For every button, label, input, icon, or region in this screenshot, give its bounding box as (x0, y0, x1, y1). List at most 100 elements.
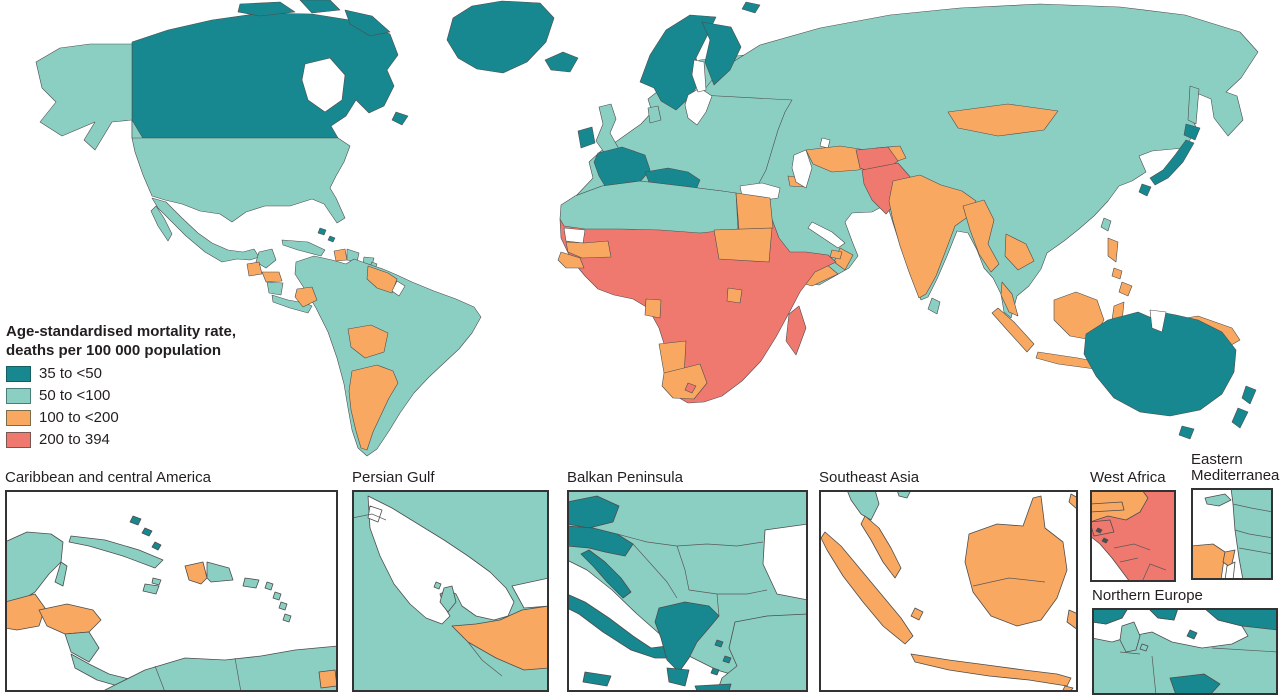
country-denmark (647, 105, 662, 124)
panel-balkan-map (567, 490, 808, 692)
hokkaido (1183, 123, 1201, 141)
antilles (278, 601, 288, 611)
taiwan (1100, 217, 1112, 232)
border-lebanon-israel (1234, 529, 1273, 539)
legend-swatch-0 (6, 365, 31, 382)
persian-gulf-water (367, 495, 515, 625)
danish-island (1139, 643, 1149, 652)
yucatan-mexico (5, 531, 64, 603)
border-malaysia-indonesia (972, 577, 1046, 587)
philippines (1111, 267, 1123, 280)
philippines (1107, 237, 1119, 263)
country-finland (701, 21, 742, 86)
adriatic-ionian-sea (567, 559, 808, 692)
sulawesi-edge (1066, 609, 1078, 631)
border-danube (688, 589, 768, 595)
panel-eastern-mediterranean-map (1191, 488, 1273, 580)
haiti (184, 561, 208, 585)
aegean-island (714, 639, 724, 648)
gulf-of-bothnia (691, 59, 707, 93)
malay-peninsula (1000, 281, 1019, 317)
svalbard (741, 1, 761, 14)
panel-southeast-asia: Southeast Asia (819, 470, 1078, 692)
border-bulgaria-greece (716, 593, 720, 617)
border-syria (1232, 503, 1273, 513)
panel-west-africa-map (1090, 490, 1176, 582)
new-zealand-north (1241, 385, 1257, 405)
legend-title-line2: deaths per 100 000 population (6, 342, 222, 359)
sweden (1147, 608, 1179, 621)
country-bolivia (347, 324, 389, 359)
arctic-island (299, 0, 341, 14)
map-shape (567, 490, 808, 692)
country-mongolia (947, 103, 1059, 137)
panel-eastern-mediterranean: Eastern Mediterranean (1191, 452, 1280, 580)
country-india (888, 174, 977, 299)
country-gabon (644, 298, 662, 319)
panel-persian-gulf: Persian Gulf (352, 470, 549, 692)
sumatra (820, 531, 914, 645)
legend-label-3: 200 to 394 (39, 430, 110, 448)
legend-title-line1: Age-standardised mortality rate, (6, 323, 237, 340)
sumatra (991, 307, 1035, 353)
atlantic (1090, 535, 1131, 582)
map-shape (1090, 490, 1176, 582)
belize (54, 561, 68, 587)
malay-peninsula (860, 515, 902, 579)
arctic-island (237, 1, 296, 17)
country-australia (1083, 311, 1237, 417)
border-liberia (1141, 563, 1167, 582)
slovenia-croatia (567, 525, 634, 557)
cayman (151, 577, 162, 586)
bahrain (433, 581, 442, 590)
austria (567, 495, 620, 529)
legend-swatch-2 (6, 409, 31, 426)
guinea-bissau (1090, 519, 1115, 537)
bahamas (151, 541, 162, 551)
country-guatemala (246, 261, 263, 277)
country-sri-lanka (927, 297, 941, 315)
uae-oman (451, 605, 549, 671)
trinidad (318, 669, 338, 689)
puerto-rico (242, 577, 260, 589)
border-guinea (1113, 543, 1151, 551)
finland-sweden-east (1203, 608, 1278, 631)
bahamas (317, 227, 327, 236)
panel-southeast-asia-map (819, 490, 1078, 692)
nicaragua (64, 631, 100, 663)
greece (654, 601, 720, 673)
country-senegal (557, 251, 585, 269)
map-shape (1191, 488, 1273, 580)
panel-caribbean-map (5, 490, 338, 692)
coast-islet (1101, 537, 1109, 544)
country-ireland (577, 126, 596, 149)
sicily (582, 671, 612, 687)
border-denmark-germany (1119, 651, 1141, 655)
country-iceland (544, 51, 579, 73)
state-alaska (35, 43, 133, 151)
croatia-coast (580, 549, 632, 599)
denmark (1119, 621, 1141, 653)
kuwait (367, 505, 383, 523)
aegean-island (722, 655, 732, 664)
world-map (35, 0, 1259, 457)
scandinavia (639, 14, 717, 111)
costa-rica-panama (271, 294, 313, 314)
border-saudi-uae (467, 641, 503, 677)
country-haiti (333, 248, 348, 262)
panel-northern-europe-title: Northern Europe (1092, 587, 1203, 604)
peloponnese (666, 667, 690, 687)
country-sudan (713, 227, 773, 263)
new-zealand-south (1231, 407, 1249, 429)
map-shape (352, 490, 549, 692)
country-cuba (281, 239, 326, 257)
country-uganda (726, 287, 743, 304)
turkey (716, 613, 808, 692)
legend-item-2: 100 to <200 (6, 409, 236, 426)
kyushu (1138, 183, 1152, 197)
guatemala (5, 593, 46, 631)
country-greenland (446, 0, 555, 74)
country-madagascar (785, 305, 807, 356)
antilles (282, 613, 292, 623)
